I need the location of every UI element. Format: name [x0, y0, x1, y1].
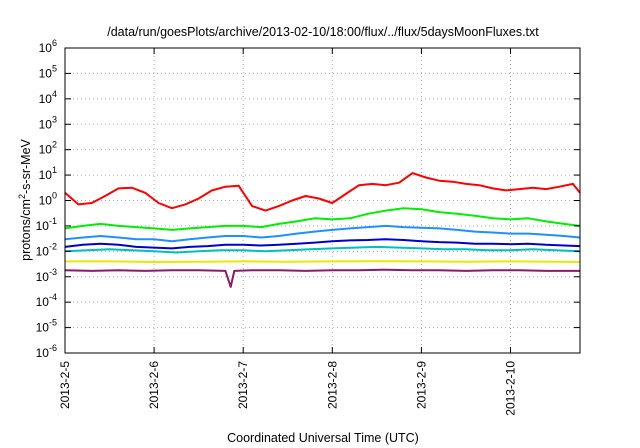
y-tick-label: 10-4: [36, 292, 57, 309]
y-tick-label: 10-3: [36, 267, 57, 284]
y-tick-base: 10: [39, 143, 53, 157]
series-lines: [64, 172, 581, 288]
y-tick-base: 10: [39, 194, 53, 208]
series-line-1: [64, 172, 581, 212]
y-tick-base: 10: [36, 244, 50, 258]
x-tick-label: 2013-2-7: [236, 361, 250, 409]
y-tick-exponent: -2: [49, 241, 57, 251]
y-tick-label: 10-2: [36, 241, 57, 258]
series-line-6: [65, 260, 581, 263]
y-tick-exponent: -6: [49, 343, 57, 353]
y-tick-base: 10: [36, 295, 50, 309]
y-tick-exponent: 0: [52, 191, 57, 201]
series-line-3: [64, 224, 581, 243]
y-tick-label: 10-6: [36, 343, 57, 360]
y-tick-exponent: -1: [49, 216, 57, 226]
y-tick-exponent: -3: [49, 267, 57, 277]
y-tick-label: 101: [39, 165, 57, 182]
y-tick-exponent: 5: [52, 63, 57, 73]
x-tick-label: 2013-2-6: [147, 361, 161, 409]
y-tick-base: 10: [36, 219, 50, 233]
series-line-7: [64, 268, 580, 288]
series-line-2: [64, 207, 581, 231]
x-axis-label: Coordinated Universal Time (UTC): [227, 431, 419, 445]
y-tick-label: 103: [39, 114, 57, 131]
y-tick-base: 10: [39, 41, 53, 55]
y-tick-exponent: 2: [52, 140, 57, 150]
y-tick-base: 10: [39, 92, 53, 106]
y-tick-exponent: 1: [52, 165, 57, 175]
y-tick-base: 10: [36, 346, 50, 360]
y-tick-exponent: -5: [49, 318, 57, 328]
y-tick-label: 100: [39, 191, 57, 208]
y-tick-label: 105: [39, 63, 57, 80]
y-axis-label: protons/cm2-s-sr-MeV: [17, 138, 33, 260]
y-tick-label: 10-5: [36, 318, 57, 335]
y-tick-exponent: 3: [52, 114, 57, 124]
y-tick-exponent: 6: [52, 38, 57, 48]
x-tick-label: 2013-2-5: [58, 361, 72, 409]
y-tick-base: 10: [39, 168, 53, 182]
chart-title: /data/run/goesPlots/archive/2013-02-10/1…: [107, 25, 539, 39]
y-tick-base: 10: [39, 66, 53, 80]
axis-ticks: [64, 47, 580, 354]
y-tick-base: 10: [39, 117, 53, 131]
y-axis-label-rest: -s-sr-MeV: [19, 138, 33, 194]
x-tick-label: 2013-2-10: [504, 361, 518, 416]
x-axis-ticklabels: 2013-2-5 2013-2-6 2013-2-7 2013-2-8 2013-2-9…: [58, 361, 518, 416]
y-axis-ticklabels: 10-610-510-410-310-210-11001011021031041…: [36, 38, 57, 360]
series-line-4: [64, 238, 581, 250]
y-tick-label: 10-1: [36, 216, 57, 233]
x-tick-label: 2013-2-8: [325, 361, 339, 409]
y-tick-base: 10: [36, 270, 50, 284]
y-tick-label: 104: [39, 89, 57, 106]
y-tick-base: 10: [36, 321, 50, 335]
y-tick-exponent: 4: [52, 89, 57, 99]
series-line-5: [64, 245, 581, 254]
y-axis-label-superscript: 2: [17, 194, 27, 199]
y-tick-exponent: -4: [49, 292, 57, 302]
x-tick-label: 2013-2-9: [414, 361, 428, 409]
y-tick-label: 106: [39, 38, 57, 55]
y-tick-label: 102: [39, 140, 57, 157]
y-axis-label-main: protons/cm: [19, 199, 33, 261]
